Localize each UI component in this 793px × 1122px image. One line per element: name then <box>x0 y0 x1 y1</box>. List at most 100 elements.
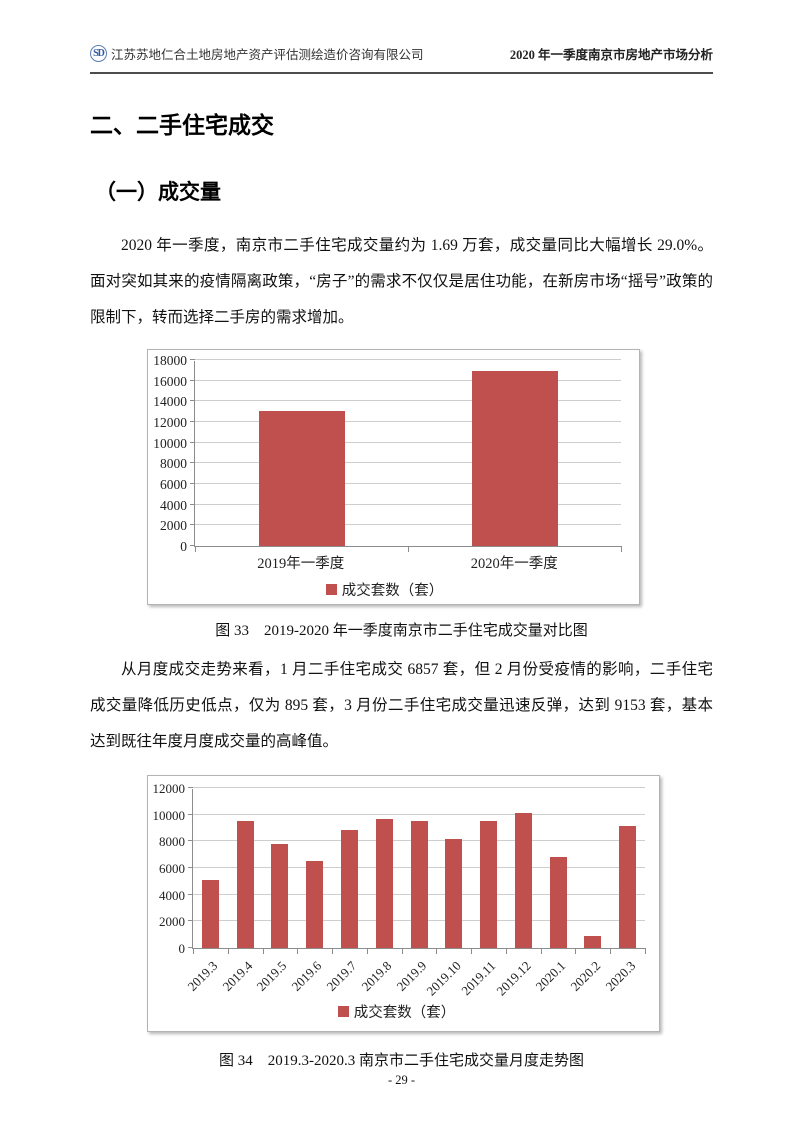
bar-2019.4 <box>236 821 254 948</box>
x-tick-label: 2019.12 <box>493 958 534 999</box>
y-axis-tick <box>190 524 195 526</box>
y-tick-label: 8000 <box>160 456 187 472</box>
bar-2019.7 <box>340 830 358 948</box>
x-axis-labels: 2019.3 2019.4 2019.5 2019.6 2019.7 2019.8 2019… <box>184 949 645 999</box>
bar-2019.6 <box>306 860 324 948</box>
y-axis-tick <box>188 893 193 895</box>
y-tick-label: 0 <box>178 941 186 956</box>
y-tick-label: 10000 <box>153 435 187 451</box>
y-tick-label: 4000 <box>159 887 185 903</box>
y-axis-tick <box>190 441 195 443</box>
page-header: SD 江苏苏地仁合土地房地产资产评估测绘造价咨询有限公司 2020 年一季度南京… <box>90 44 713 74</box>
plot-area <box>190 359 622 552</box>
x-axis-tick <box>645 948 646 954</box>
y-axis-tick <box>188 787 193 788</box>
y-tick-label: 12000 <box>153 415 187 430</box>
x-tick-label: 2019.10 <box>423 958 464 999</box>
y-axis-tick <box>188 867 193 868</box>
paragraph-1: 2020 年一季度，南京市二手住宅成交量约为 1.69 万套，成交量同比大幅增长… <box>90 237 713 326</box>
y-tick-label: 2000 <box>160 518 187 534</box>
x-axis-tick <box>621 546 622 552</box>
x-axis-tick <box>262 948 264 954</box>
report-title: 2020 年一季度南京市房地产市场分析 <box>509 48 713 62</box>
chart-main-area: 0 2000 4000 6000 8000 10000 12000 14000 16000 180… <box>148 353 622 554</box>
legend-label: 成交套数（套） <box>341 582 444 599</box>
gridline <box>193 787 645 788</box>
y-tick-label: 6000 <box>160 477 187 492</box>
bar-2020.2 <box>584 936 602 948</box>
y-tick-label: 0 <box>180 539 187 554</box>
gridline <box>193 813 645 815</box>
plot-area <box>188 787 646 954</box>
chart-legend: 成交套数（套） <box>148 577 621 601</box>
y-axis-labels: 0 2000 4000 6000 8000 10000 12000 14000 16000 180… <box>148 353 194 554</box>
bar-2019.3 <box>201 880 219 948</box>
y-axis-tick <box>188 920 193 922</box>
chart-main-area: 0 2000 4000 6000 8000 10000 12000 <box>148 781 646 956</box>
x-tick-label: 2020年一季度 <box>470 555 558 572</box>
x-tick-label: 2019.11 <box>458 958 499 999</box>
x-tick-label: 2019.5 <box>253 958 290 994</box>
gridline <box>195 359 621 360</box>
x-axis-tick <box>575 948 577 954</box>
x-axis-tick <box>195 546 196 552</box>
y-axis-tick <box>190 379 195 381</box>
y-tick-label: 10000 <box>152 807 186 823</box>
x-tick-label: 2019年一季度 <box>257 555 345 572</box>
gridline <box>195 400 621 402</box>
gridline <box>195 421 621 422</box>
chart-legend: 成交套数（套） <box>148 999 645 1023</box>
y-axis-tick <box>188 813 193 815</box>
x-tick-label: 2020.2 <box>567 958 604 994</box>
bar-2019.11 <box>480 820 498 948</box>
x-tick-label: 2019.4 <box>219 958 255 994</box>
y-axis-tick <box>190 400 195 402</box>
y-axis-tick <box>190 462 195 464</box>
x-axis-tick <box>471 948 473 954</box>
x-tick-label: 2019.8 <box>358 958 395 994</box>
y-tick-label: 18000 <box>153 353 187 368</box>
page-number: - 29 - <box>387 1073 416 1087</box>
y-axis-tick <box>188 840 193 842</box>
x-axis-tick <box>332 948 334 954</box>
gridline <box>195 524 621 526</box>
bar-2020年一季度 <box>471 371 558 546</box>
x-axis-tick <box>436 948 438 954</box>
x-axis-tick <box>408 546 409 552</box>
y-axis-tick <box>190 483 195 484</box>
x-tick-label: 2020.1 <box>532 958 569 994</box>
x-tick-label: 2020.3 <box>602 958 639 994</box>
x-axis-tick <box>297 948 299 954</box>
x-tick-label: 2019.7 <box>323 958 360 994</box>
gridline <box>195 483 621 484</box>
bar-2020.3 <box>619 825 637 948</box>
bar-2019.10 <box>445 839 463 948</box>
y-tick-label: 12000 <box>152 781 186 796</box>
y-axis-tick <box>188 947 193 948</box>
x-axis-tick <box>366 948 368 954</box>
x-axis-tick <box>193 948 194 954</box>
figure-33-caption: 图 33 2019-2020 年一季度南京市二手住宅成交量对比图 <box>215 623 588 639</box>
header-left: SD 江苏苏地仁合土地房地产资产评估测绘造价咨询有限公司 <box>90 44 424 63</box>
y-axis-labels: 0 2000 4000 6000 8000 10000 12000 <box>148 781 192 956</box>
bar-2019.8 <box>375 818 393 948</box>
y-tick-label: 14000 <box>153 394 187 410</box>
y-axis-tick <box>190 545 195 546</box>
legend-label: 成交套数（套） <box>353 1004 456 1021</box>
bar-2019年一季度 <box>258 410 345 546</box>
x-axis-tick <box>610 948 612 954</box>
fig33-bar-chart: 0 2000 4000 6000 8000 10000 12000 14000 16000 180… <box>147 349 640 605</box>
gridline <box>195 441 621 443</box>
y-tick-label: 4000 <box>160 497 187 513</box>
fig34-bar-chart: 0 2000 4000 6000 8000 10000 12000 2019.3 2019.4… <box>147 775 660 1032</box>
y-tick-label: 16000 <box>153 373 187 389</box>
y-tick-label: 6000 <box>159 861 185 876</box>
y-axis-tick <box>190 421 195 422</box>
x-tick-label: 2019.3 <box>184 958 221 994</box>
x-axis-tick <box>227 948 229 954</box>
legend-swatch-icon <box>325 583 337 595</box>
bar-2020.1 <box>549 856 567 948</box>
paragraph-2: 从月度成交走势来看，1 月二手住宅成交 6857 套，但 2 月份受疫情的影响，… <box>90 661 713 750</box>
bar-2019.5 <box>271 844 289 948</box>
